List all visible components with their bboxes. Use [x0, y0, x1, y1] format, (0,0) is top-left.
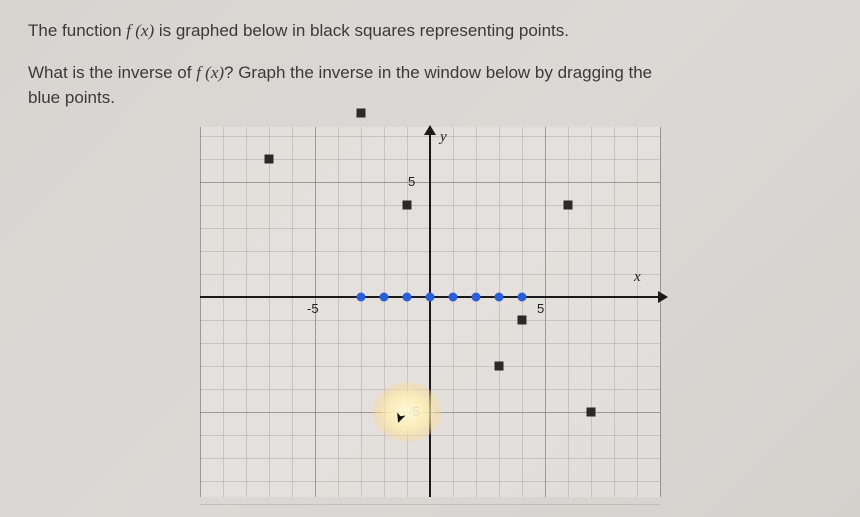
black-function-point: [495, 361, 504, 370]
question-line-2: What is the inverse of f (x)? Graph the …: [28, 60, 832, 111]
black-function-point: [357, 108, 366, 117]
blue-draggable-point[interactable]: [472, 292, 481, 301]
y-tick-label: 5: [408, 174, 415, 189]
y-tick-label: -5: [408, 404, 420, 419]
blue-draggable-point[interactable]: [426, 292, 435, 301]
x-axis-arrow: [658, 291, 668, 303]
q2-line3: blue points.: [28, 88, 115, 107]
q1-fx: f (x): [126, 21, 154, 40]
x-tick-label: 5: [537, 301, 544, 316]
blue-draggable-point[interactable]: [449, 292, 458, 301]
grid-vline: [660, 127, 661, 497]
blue-draggable-point[interactable]: [357, 292, 366, 301]
blue-draggable-point[interactable]: [403, 292, 412, 301]
blue-draggable-point[interactable]: [380, 292, 389, 301]
coordinate-graph[interactable]: yx-555-5➤: [200, 127, 660, 497]
q2-pre: What is the inverse of: [28, 63, 196, 82]
black-function-point: [265, 154, 274, 163]
x-axis-label: x: [634, 269, 641, 286]
grid-hline: [200, 504, 660, 505]
question-line-1: The function f (x) is graphed below in b…: [28, 18, 832, 44]
blue-draggable-point[interactable]: [518, 292, 527, 301]
black-function-point: [587, 407, 596, 416]
black-function-point: [518, 315, 527, 324]
y-axis: [429, 127, 431, 497]
q1-post: is graphed below in black squares repres…: [154, 21, 569, 40]
black-function-point: [403, 200, 412, 209]
y-axis-label: y: [440, 129, 447, 146]
q2-fx: f (x): [196, 63, 224, 82]
blue-draggable-point[interactable]: [495, 292, 504, 301]
x-tick-label: -5: [307, 301, 319, 316]
q2-post: ? Graph the inverse in the window below …: [224, 63, 652, 82]
y-axis-arrow: [424, 125, 436, 135]
black-function-point: [564, 200, 573, 209]
q1-pre: The function: [28, 21, 126, 40]
